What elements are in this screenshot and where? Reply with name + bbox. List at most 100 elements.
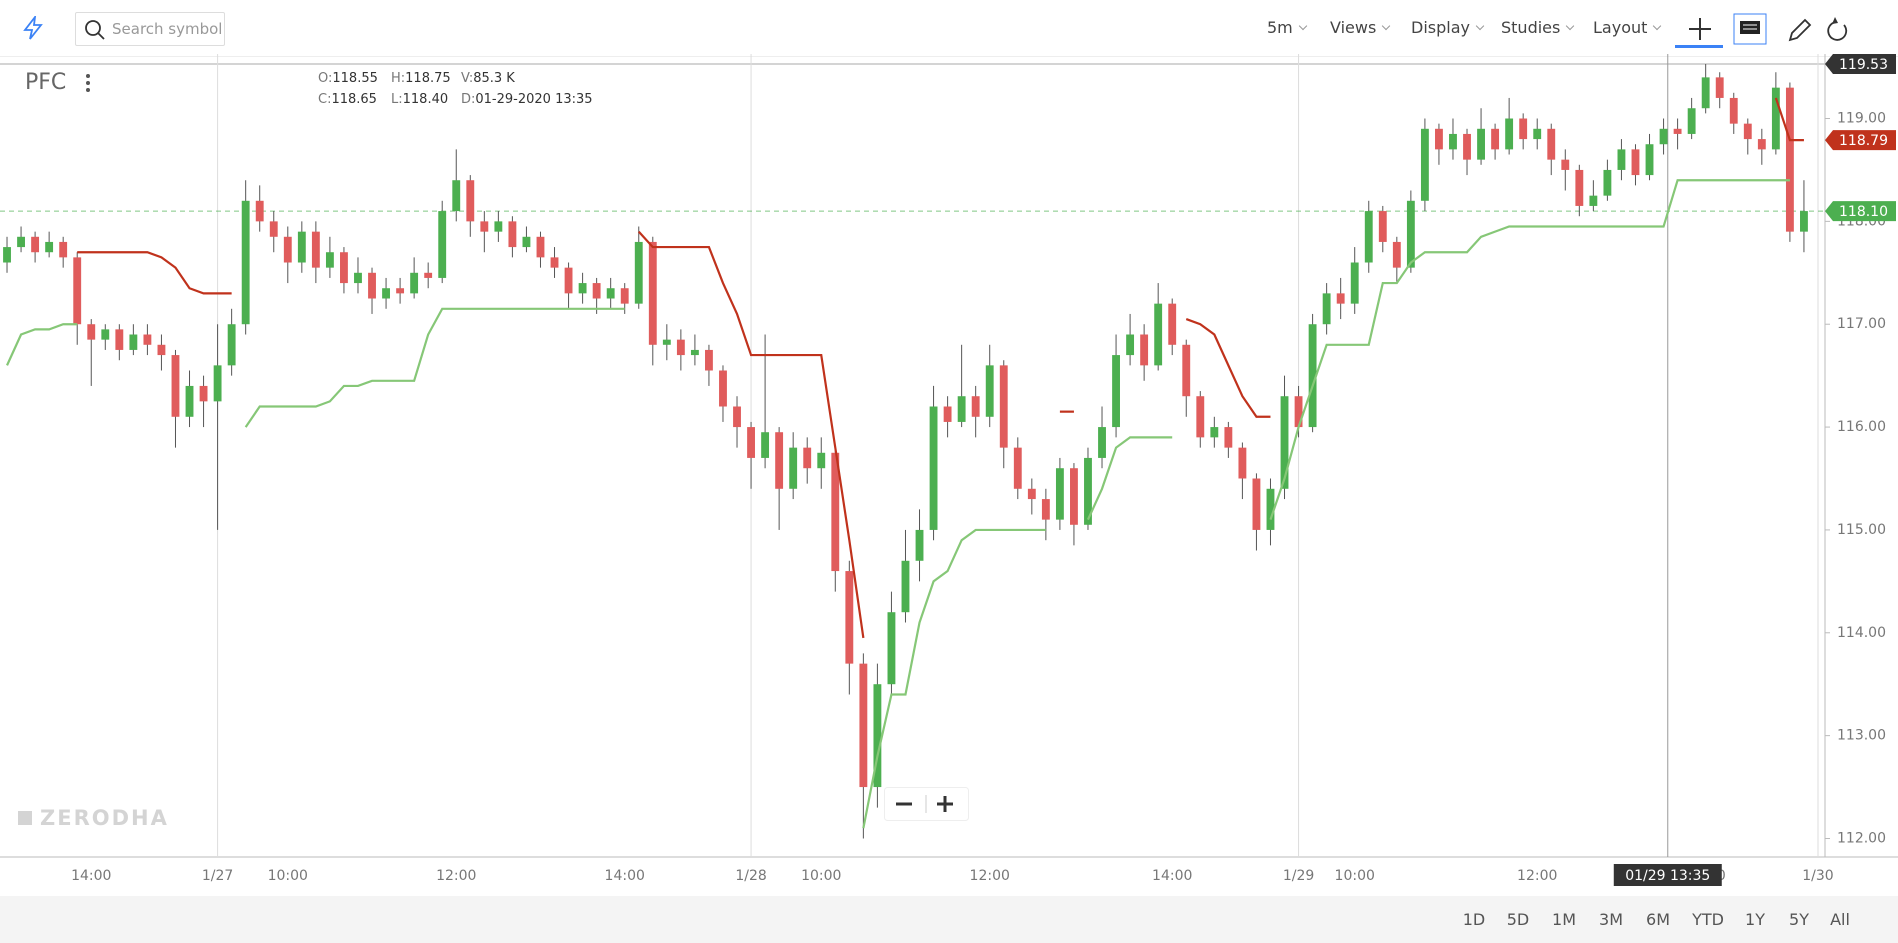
display-menu[interactable]: Display (1411, 18, 1483, 37)
candle-body (550, 257, 559, 268)
candle-body (1729, 97, 1738, 124)
x-tick-label: 12:00 (1517, 868, 1557, 884)
search-icon (85, 20, 105, 40)
x-tick-label: 1/28 (735, 868, 766, 884)
ohlc-key: H: (391, 71, 406, 86)
range-button[interactable]: 3M (1599, 910, 1623, 929)
candle-body (368, 272, 376, 299)
candle-body (325, 252, 334, 268)
candle-body (1126, 334, 1135, 356)
draw-tool[interactable] (1788, 18, 1812, 42)
candle-body (1449, 133, 1457, 150)
candle-body (1140, 334, 1149, 366)
range-button[interactable]: 1M (1552, 910, 1576, 929)
candle-body (241, 200, 250, 325)
candle-body (1701, 77, 1710, 109)
y-tick-label: 112.00 (1837, 830, 1886, 846)
candle-body (424, 272, 433, 278)
candle-body (1505, 118, 1514, 150)
candle-body (1631, 149, 1640, 176)
x-tick-label: 10:00 (268, 868, 308, 884)
ohlc-open: O:118.55 (318, 71, 378, 86)
range-button[interactable]: YTD (1692, 910, 1724, 929)
candle-body (1491, 128, 1500, 150)
watermark-logo (18, 811, 32, 825)
x-tick-label: 10:00 (1335, 868, 1375, 884)
ohlc-date: D:01-29-2020 13:35 (461, 92, 593, 107)
candle-body (480, 221, 489, 232)
candle-body (1336, 293, 1345, 304)
candle-body (887, 612, 896, 685)
y-tick-label: 115.00 (1837, 522, 1886, 538)
range-button[interactable]: 1D (1462, 910, 1486, 929)
candle-body (410, 272, 419, 294)
symbol-menu[interactable] (84, 73, 92, 95)
candle-body (1715, 77, 1724, 98)
candle-body (1266, 488, 1275, 530)
search-box[interactable]: Search symbol (75, 12, 225, 46)
candle-body (719, 370, 727, 407)
price-badge-label: 119.53 (1839, 57, 1888, 73)
interval-menu[interactable]: 5m (1267, 18, 1306, 37)
candle-body (199, 385, 208, 402)
ohlc-key: D: (461, 92, 476, 107)
candle-body (1519, 118, 1528, 140)
candle-body (1182, 344, 1191, 397)
x-tick-label: 12:00 (436, 868, 476, 884)
candle-body (466, 180, 475, 222)
comment-tool[interactable] (1733, 13, 1767, 45)
candle-body (662, 339, 671, 345)
candle-body (340, 252, 348, 284)
candle-body (508, 221, 517, 248)
candle-body (690, 349, 699, 356)
ohlc-value: 118.65 (331, 92, 377, 107)
logo-icon[interactable] (22, 16, 44, 40)
stop-line (1086, 436, 1173, 521)
candle-body (1350, 262, 1359, 304)
studies-menu[interactable]: Studies (1501, 18, 1573, 37)
ohlc-low: L:118.40 (391, 92, 448, 107)
range-button[interactable]: 5Y (1789, 910, 1809, 929)
ohlc-value: 01-29-2020 13:35 (475, 92, 593, 107)
candle-body (1224, 427, 1233, 448)
candle-body (1406, 200, 1415, 268)
crosshair-tool[interactable] (1675, 18, 1723, 48)
candle-body (1477, 128, 1485, 160)
views-menu[interactable]: Views (1330, 18, 1389, 37)
candle-body (1098, 427, 1106, 458)
ohlc-value: 118.75 (405, 71, 451, 86)
ohlc-value: 85.3 K (473, 71, 515, 86)
zoom-controls (884, 787, 969, 821)
candle-body (494, 221, 503, 232)
ohlc-volume: V:85.3 K (461, 71, 515, 86)
candle-body (1196, 396, 1205, 438)
range-button[interactable]: 1Y (1745, 910, 1765, 929)
y-tick-label: 117.00 (1837, 316, 1886, 332)
candle-body (803, 447, 812, 469)
candle-body (3, 247, 11, 263)
price-badge (1825, 130, 1896, 151)
candle-body (1603, 169, 1612, 196)
candle-body (1785, 87, 1794, 232)
zoom-in[interactable] (937, 796, 953, 812)
watermark-text: ZERODHA (40, 806, 169, 830)
candle-body (1168, 303, 1177, 345)
candle-body (522, 236, 531, 248)
ohlc-key: O: (318, 71, 333, 86)
range-button[interactable]: 5D (1506, 910, 1530, 929)
candle-body (1561, 159, 1570, 170)
x-tick-label: 14:00 (71, 868, 111, 884)
range-button[interactable]: All (1830, 910, 1850, 929)
candle-body (1617, 149, 1626, 170)
range-button[interactable]: 6M (1646, 910, 1670, 929)
candle-body (1771, 87, 1780, 150)
tool-icons (1675, 13, 1848, 48)
stop-line (244, 307, 625, 428)
candle-body (227, 324, 236, 366)
reset-tool[interactable] (1827, 17, 1848, 41)
price-badge (1825, 54, 1896, 74)
layout-menu[interactable]: Layout (1593, 18, 1660, 37)
stop-line (1774, 97, 1804, 142)
candle-body (648, 241, 657, 345)
